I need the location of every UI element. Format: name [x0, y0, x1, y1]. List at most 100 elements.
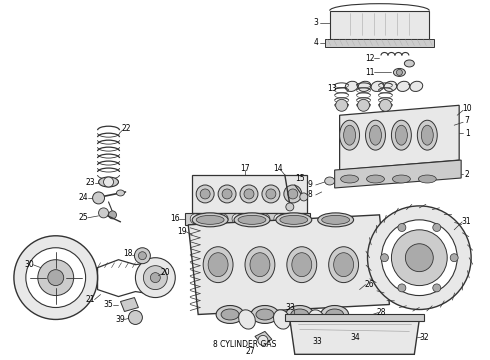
Circle shape: [222, 189, 232, 199]
Ellipse shape: [341, 175, 359, 183]
Circle shape: [98, 208, 108, 218]
Circle shape: [232, 214, 242, 224]
Ellipse shape: [208, 253, 228, 276]
Ellipse shape: [318, 213, 354, 227]
Polygon shape: [355, 319, 377, 336]
Text: 30: 30: [24, 260, 34, 269]
Circle shape: [382, 220, 457, 296]
Text: 34: 34: [351, 333, 361, 342]
Ellipse shape: [366, 120, 386, 150]
Ellipse shape: [292, 253, 312, 276]
Circle shape: [260, 214, 270, 224]
Ellipse shape: [196, 215, 224, 224]
Circle shape: [135, 258, 175, 298]
Circle shape: [358, 99, 369, 111]
Ellipse shape: [369, 125, 382, 145]
Circle shape: [190, 214, 200, 224]
Text: 15: 15: [295, 174, 305, 183]
Circle shape: [200, 189, 210, 199]
Circle shape: [286, 203, 294, 211]
Circle shape: [218, 214, 228, 224]
Circle shape: [93, 192, 104, 204]
Text: 1: 1: [465, 129, 469, 138]
Circle shape: [262, 185, 280, 203]
Polygon shape: [188, 215, 390, 315]
Ellipse shape: [392, 175, 410, 183]
Text: 16: 16: [171, 214, 180, 223]
Text: 10: 10: [463, 104, 472, 113]
Circle shape: [450, 254, 458, 262]
Text: 8: 8: [307, 190, 312, 199]
Text: 4: 4: [313, 38, 318, 47]
Ellipse shape: [397, 81, 410, 91]
Text: 17: 17: [240, 163, 250, 172]
Text: 24: 24: [79, 193, 88, 202]
Text: 21: 21: [86, 295, 96, 304]
Text: 3: 3: [313, 18, 318, 27]
Ellipse shape: [417, 120, 437, 150]
Text: 27: 27: [245, 347, 255, 356]
Ellipse shape: [404, 60, 415, 67]
Circle shape: [396, 69, 402, 75]
Ellipse shape: [250, 253, 270, 276]
Text: 20: 20: [161, 268, 170, 277]
Text: 2: 2: [465, 170, 469, 179]
Circle shape: [300, 193, 308, 201]
Circle shape: [274, 214, 284, 224]
FancyBboxPatch shape: [330, 11, 429, 39]
Text: 8 CYLINDER GAS: 8 CYLINDER GAS: [213, 340, 277, 349]
Polygon shape: [335, 160, 461, 188]
Circle shape: [284, 185, 302, 203]
Ellipse shape: [384, 81, 397, 91]
Text: 12: 12: [365, 54, 374, 63]
Ellipse shape: [192, 213, 228, 227]
Circle shape: [336, 99, 347, 111]
Ellipse shape: [371, 81, 384, 91]
Circle shape: [398, 224, 406, 231]
Text: 23: 23: [86, 179, 96, 188]
Text: 33: 33: [285, 303, 294, 312]
Circle shape: [246, 214, 256, 224]
Ellipse shape: [395, 125, 407, 145]
Polygon shape: [290, 319, 419, 354]
Ellipse shape: [308, 310, 325, 329]
Ellipse shape: [421, 125, 433, 145]
Circle shape: [288, 189, 298, 199]
Text: 9: 9: [307, 180, 312, 189]
Circle shape: [103, 177, 114, 187]
Ellipse shape: [321, 306, 348, 323]
Ellipse shape: [234, 213, 270, 227]
Text: 19: 19: [177, 227, 187, 236]
Circle shape: [134, 248, 150, 264]
Ellipse shape: [203, 247, 233, 283]
Text: 18: 18: [123, 249, 133, 258]
Ellipse shape: [238, 215, 266, 224]
Ellipse shape: [291, 309, 309, 320]
Text: 13: 13: [327, 84, 337, 93]
Text: 28: 28: [377, 308, 386, 317]
Ellipse shape: [221, 309, 239, 320]
Ellipse shape: [216, 306, 244, 323]
Circle shape: [368, 206, 471, 310]
Ellipse shape: [334, 253, 354, 276]
Text: 26: 26: [365, 280, 374, 289]
Ellipse shape: [340, 120, 360, 150]
Circle shape: [218, 185, 236, 203]
Ellipse shape: [321, 338, 339, 350]
FancyBboxPatch shape: [325, 39, 434, 46]
Polygon shape: [285, 315, 424, 321]
Circle shape: [361, 323, 370, 333]
Ellipse shape: [343, 125, 356, 145]
Ellipse shape: [322, 215, 349, 224]
Ellipse shape: [318, 318, 341, 332]
Text: 14: 14: [273, 163, 283, 172]
Circle shape: [258, 336, 268, 345]
Ellipse shape: [98, 177, 119, 187]
Circle shape: [150, 273, 160, 283]
Circle shape: [288, 214, 298, 224]
Circle shape: [405, 244, 433, 272]
Circle shape: [204, 214, 214, 224]
Ellipse shape: [358, 81, 371, 91]
Circle shape: [380, 254, 389, 262]
Circle shape: [398, 284, 406, 292]
